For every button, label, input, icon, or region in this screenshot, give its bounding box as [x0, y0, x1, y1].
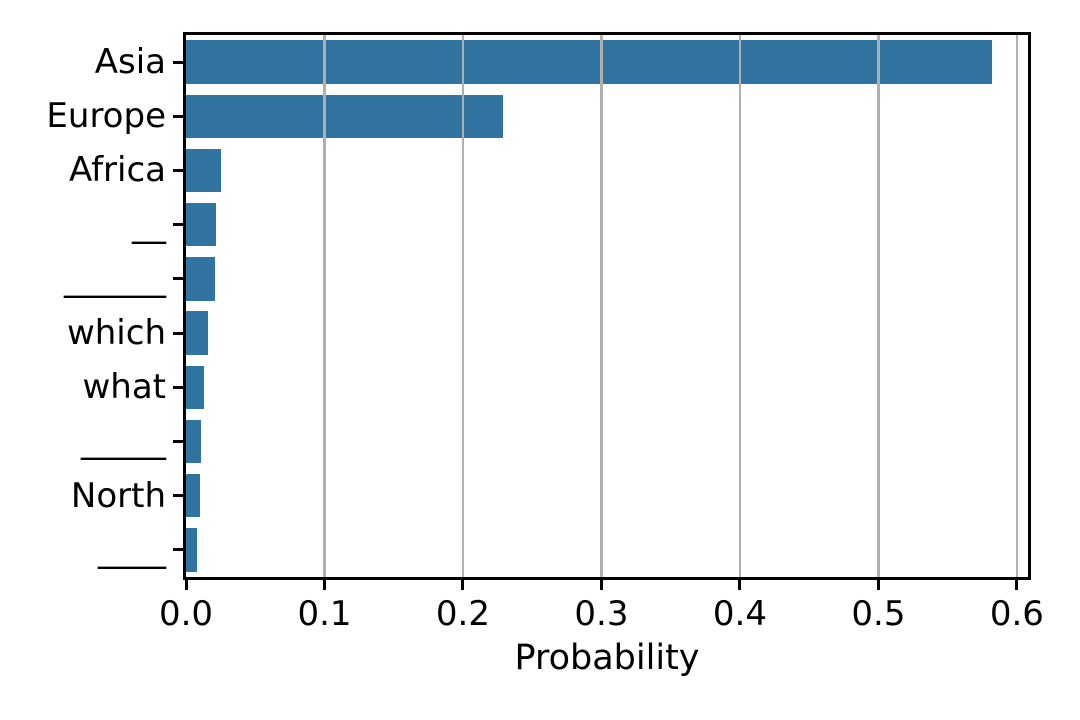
y-axis-tick: [173, 548, 183, 552]
y-axis-tick: [173, 169, 183, 172]
y-axis-tick: [173, 440, 183, 443]
x-tick-label: 0.4: [712, 594, 767, 634]
x-tick-label: 0.5: [851, 594, 906, 634]
x-axis-tick: [461, 580, 465, 590]
gridline: [877, 35, 880, 577]
y-axis-tick: [173, 223, 183, 227]
y-tick-label: what: [82, 367, 166, 408]
y-tick-label: North: [70, 475, 166, 516]
x-axis-tick: [738, 580, 742, 590]
y-tick-label: ____: [98, 529, 166, 570]
x-axis-tick: [184, 580, 188, 590]
bar-: [186, 203, 217, 247]
y-tick-label: which: [66, 313, 166, 353]
x-tick-label: 0.6: [989, 594, 1044, 634]
y-axis-tick: [173, 494, 183, 498]
gridline: [600, 35, 603, 577]
x-axis-tick: [876, 580, 880, 590]
bar-: [186, 257, 216, 301]
x-axis-tick: [599, 580, 603, 590]
grid-layer: [186, 35, 1028, 577]
y-tick-label: Europe: [46, 96, 166, 137]
x-tick-label: 0.3: [574, 594, 629, 634]
x-axis-tick: [322, 580, 326, 590]
gridline: [738, 35, 742, 577]
y-axis-tick: [173, 385, 183, 389]
x-tick-label: 0.1: [297, 594, 352, 634]
y-tick-label: Africa: [69, 150, 166, 191]
y-axis-tick: [173, 60, 183, 64]
x-tick-label: 0.0: [158, 594, 214, 634]
gridline: [1015, 35, 1019, 577]
y-tick-label: __: [132, 204, 166, 245]
x-axis-tick: [1015, 580, 1019, 590]
x-axis-title: Probability: [514, 638, 700, 678]
y-tick-label: Asia: [94, 42, 166, 82]
bar-which: [186, 311, 209, 355]
plot-area: [183, 32, 1031, 580]
bar-: [186, 528, 198, 572]
y-axis-tick: [173, 114, 183, 118]
y-axis-tick: [173, 277, 183, 281]
gridline: [461, 35, 465, 577]
bar-Asia: [186, 40, 992, 84]
bar-North: [186, 474, 200, 518]
bar-what: [186, 365, 204, 409]
y-tick-label: ______: [64, 258, 166, 299]
gridline: [323, 35, 326, 577]
x-tick-label: 0.2: [435, 594, 490, 634]
bar-layer: [186, 35, 1028, 577]
y-tick-label: _____: [81, 421, 166, 462]
y-axis-tick: [173, 331, 183, 335]
bar-Europe: [186, 94, 504, 138]
bar-: [186, 419, 202, 464]
bar-Africa: [186, 148, 221, 193]
